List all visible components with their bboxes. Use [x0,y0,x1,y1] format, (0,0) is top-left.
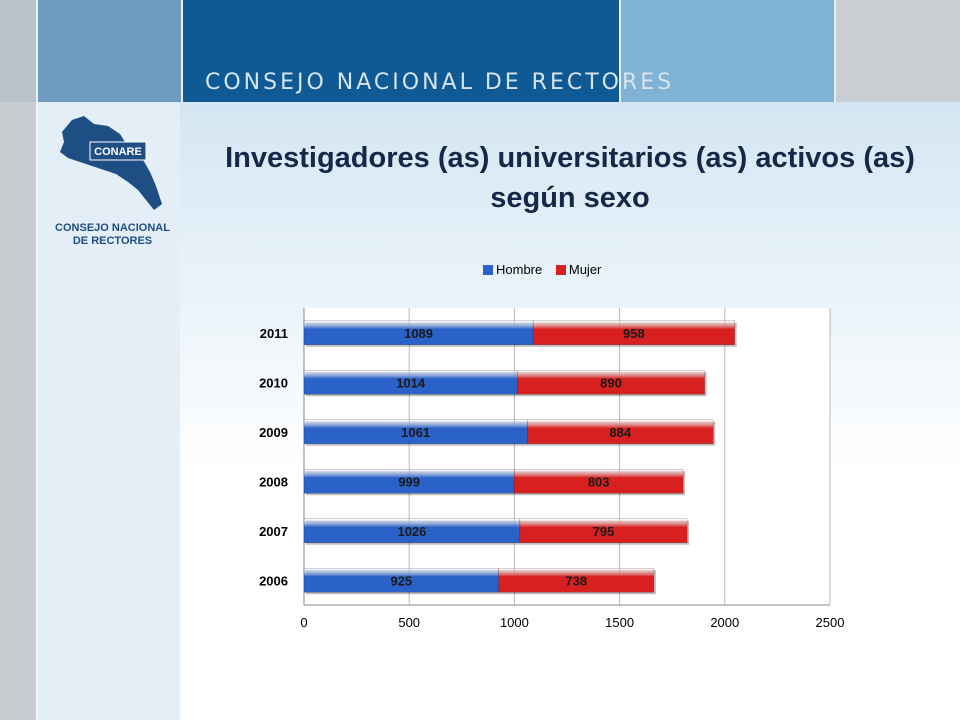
y-tick-label: 2010 [259,375,288,390]
y-tick-label: 2011 [260,326,288,341]
x-tick-label: 2500 [816,615,845,630]
bar-mujer [498,568,655,593]
page-title: Investigadores (as) universitarios (as) … [225,142,915,214]
header-band [36,0,182,102]
sidebar-divider [36,102,38,720]
y-tick-label: 2006 [259,573,288,588]
bar-mujer [532,320,735,345]
header-band [182,0,620,102]
data-label: 738 [565,573,587,588]
legend-item-mujer: Mujer [555,262,602,277]
x-tick-label: 0 [300,615,307,630]
costa-rica-map-icon [60,116,162,210]
y-tick-label: 2009 [259,425,288,440]
bar-mujer [517,370,705,395]
y-tick-label: 2007 [259,524,288,539]
legend-swatch [483,265,493,275]
data-label: 1089 [404,326,433,341]
legend-item-hombre: Hombre [483,262,542,277]
x-tick-label: 1000 [500,615,529,630]
plot-area [304,308,830,605]
x-tick-label: 2000 [710,615,739,630]
data-label: 1014 [396,375,426,390]
bar-hombre [303,518,521,543]
data-label: 925 [390,573,412,588]
legend-label: Mujer [568,262,602,277]
legend-label: Hombre [496,262,543,277]
bar-mujer [526,419,714,444]
bar-hombre [303,469,515,494]
logo-caption-line: DE RECTORES [72,235,153,247]
header-org-name: CONSEJO NACIONAL DE RECTORES [205,70,675,95]
bar-hombre [303,568,499,593]
data-label: 1026 [397,524,426,539]
chart-legend: Hombre Mujer [483,262,611,277]
header-band [0,0,36,102]
legend-swatch [555,265,566,275]
bar-mujer [519,518,688,543]
header-divider [36,0,38,102]
x-tick-label: 500 [398,615,420,630]
data-label: 999 [398,474,420,489]
data-label: 1061 [401,425,430,440]
header-divider [619,0,621,102]
logo-caption-line: CONSEJO NACIONAL [55,222,170,234]
y-tick-label: 2008 [259,474,288,489]
header-divider [181,0,183,102]
data-label: 890 [600,375,622,390]
header-band [620,0,835,102]
header-divider [834,0,836,102]
logo-badge: CONARE [94,146,142,158]
x-tick-label: 1500 [605,615,634,630]
conare-logo: CONARE [60,116,162,210]
header-band [835,0,960,102]
logo-caption: CONSEJO NACIONAL DE RECTORES [50,222,175,248]
data-label: 795 [593,524,615,539]
data-label: 803 [588,474,610,489]
data-label: 884 [609,425,631,440]
bar-hombre [303,370,518,395]
bar-mujer [513,469,684,494]
data-label: 958 [623,326,645,341]
